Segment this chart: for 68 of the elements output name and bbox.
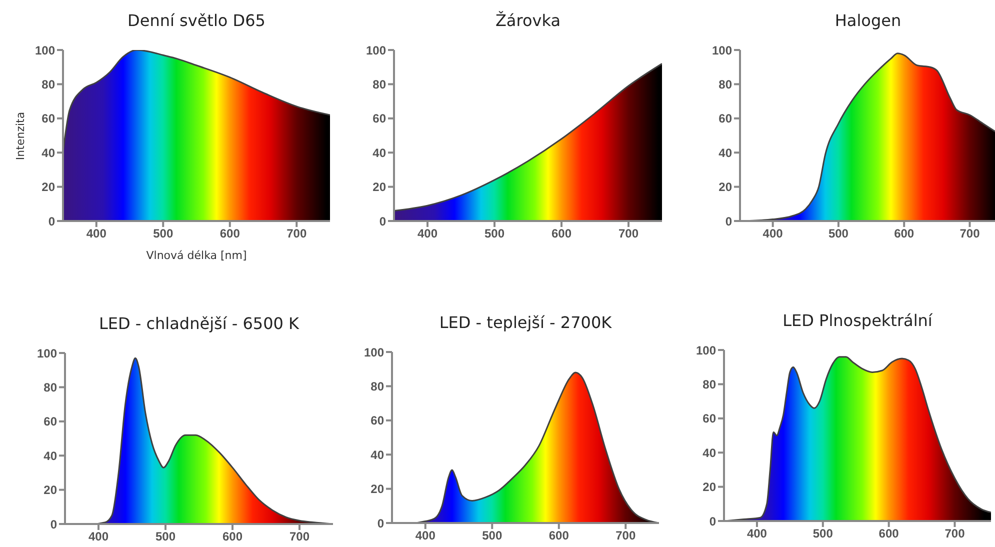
y-tick-label: 0	[725, 214, 732, 228]
y-tick-label: 40	[42, 146, 56, 160]
x-tick-label: 600	[878, 526, 900, 541]
chart-title: Denní světlo D65	[126, 10, 266, 32]
x-axis-title: Vlnová délka [nm]	[145, 248, 248, 264]
y-tick-label: 20	[42, 180, 56, 194]
x-tick-label: 500	[153, 226, 174, 241]
y-tick-label: 100	[36, 346, 58, 360]
y-tick-label: 20	[370, 482, 384, 496]
y-tick-label: 60	[42, 112, 56, 126]
y-tick-label: 100	[712, 43, 732, 58]
x-tick-label: 700	[618, 226, 639, 241]
y-tick-label: 80	[372, 77, 386, 92]
x-tick-label: 700	[289, 530, 310, 544]
x-tick-label: 400	[746, 526, 768, 541]
x-tick-label: 500	[484, 226, 505, 241]
y-tick-label: 40	[718, 146, 732, 160]
x-tick-label: 500	[482, 528, 502, 543]
y-tick-label: 80	[42, 77, 56, 92]
x-tick-label: 700	[286, 226, 307, 241]
y-tick-label: 80	[702, 377, 716, 392]
x-tick-label: 500	[828, 226, 849, 241]
y-tick-label: 0	[377, 516, 384, 530]
y-tick-label: 20	[44, 483, 58, 498]
y-tick-label: 100	[34, 43, 56, 58]
y-tick-label: 40	[372, 146, 386, 160]
x-tick-label: 600	[551, 226, 572, 241]
x-tick-label: 700	[960, 226, 980, 241]
x-tick-label: 400	[88, 530, 109, 544]
y-tick-label: 80	[44, 380, 58, 394]
y-tick-label: 80	[370, 379, 384, 394]
y-tick-label: 40	[370, 448, 384, 462]
y-tick-label: 40	[44, 448, 58, 463]
y-tick-label: 100	[366, 43, 386, 58]
x-tick-label: 600	[548, 528, 570, 543]
x-tick-label: 700	[616, 528, 636, 543]
y-tick-label: 60	[718, 112, 732, 126]
x-tick-label: 600	[220, 226, 240, 241]
y-axis-title: Intenzita	[13, 110, 28, 162]
x-tick-label: 500	[812, 526, 834, 541]
chart-title: LED Plnospektrální	[782, 310, 934, 332]
y-tick-label: 0	[379, 214, 386, 228]
x-tick-label: 400	[417, 226, 438, 241]
chart-title: Halogen	[834, 10, 902, 32]
y-tick-label: 20	[372, 180, 386, 194]
y-tick-label: 100	[696, 343, 716, 358]
x-tick-label: 400	[762, 226, 784, 241]
y-tick-label: 40	[702, 446, 716, 460]
y-tick-label: 0	[48, 214, 56, 228]
x-tick-label: 400	[415, 528, 436, 543]
chart-title: LED - teplejší - 2700K	[438, 312, 613, 334]
y-tick-label: 100	[364, 345, 384, 360]
y-tick-label: 20	[718, 180, 732, 194]
y-tick-label: 0	[709, 514, 716, 528]
y-tick-label: 80	[718, 77, 732, 92]
chart-title: LED - chladnější - 6500 K	[98, 313, 300, 335]
x-tick-label: 600	[894, 226, 914, 241]
y-tick-label: 20	[702, 480, 716, 494]
x-tick-label: 700	[944, 526, 966, 541]
y-tick-label: 60	[372, 112, 386, 126]
y-tick-label: 60	[44, 414, 58, 429]
x-tick-label: 600	[222, 530, 243, 544]
y-tick-label: 60	[370, 414, 384, 428]
x-tick-label: 400	[86, 226, 107, 241]
y-tick-label: 60	[702, 412, 716, 426]
y-tick-label: 0	[50, 517, 58, 532]
chart-title: Žárovka	[494, 10, 562, 32]
x-tick-label: 500	[155, 530, 176, 544]
